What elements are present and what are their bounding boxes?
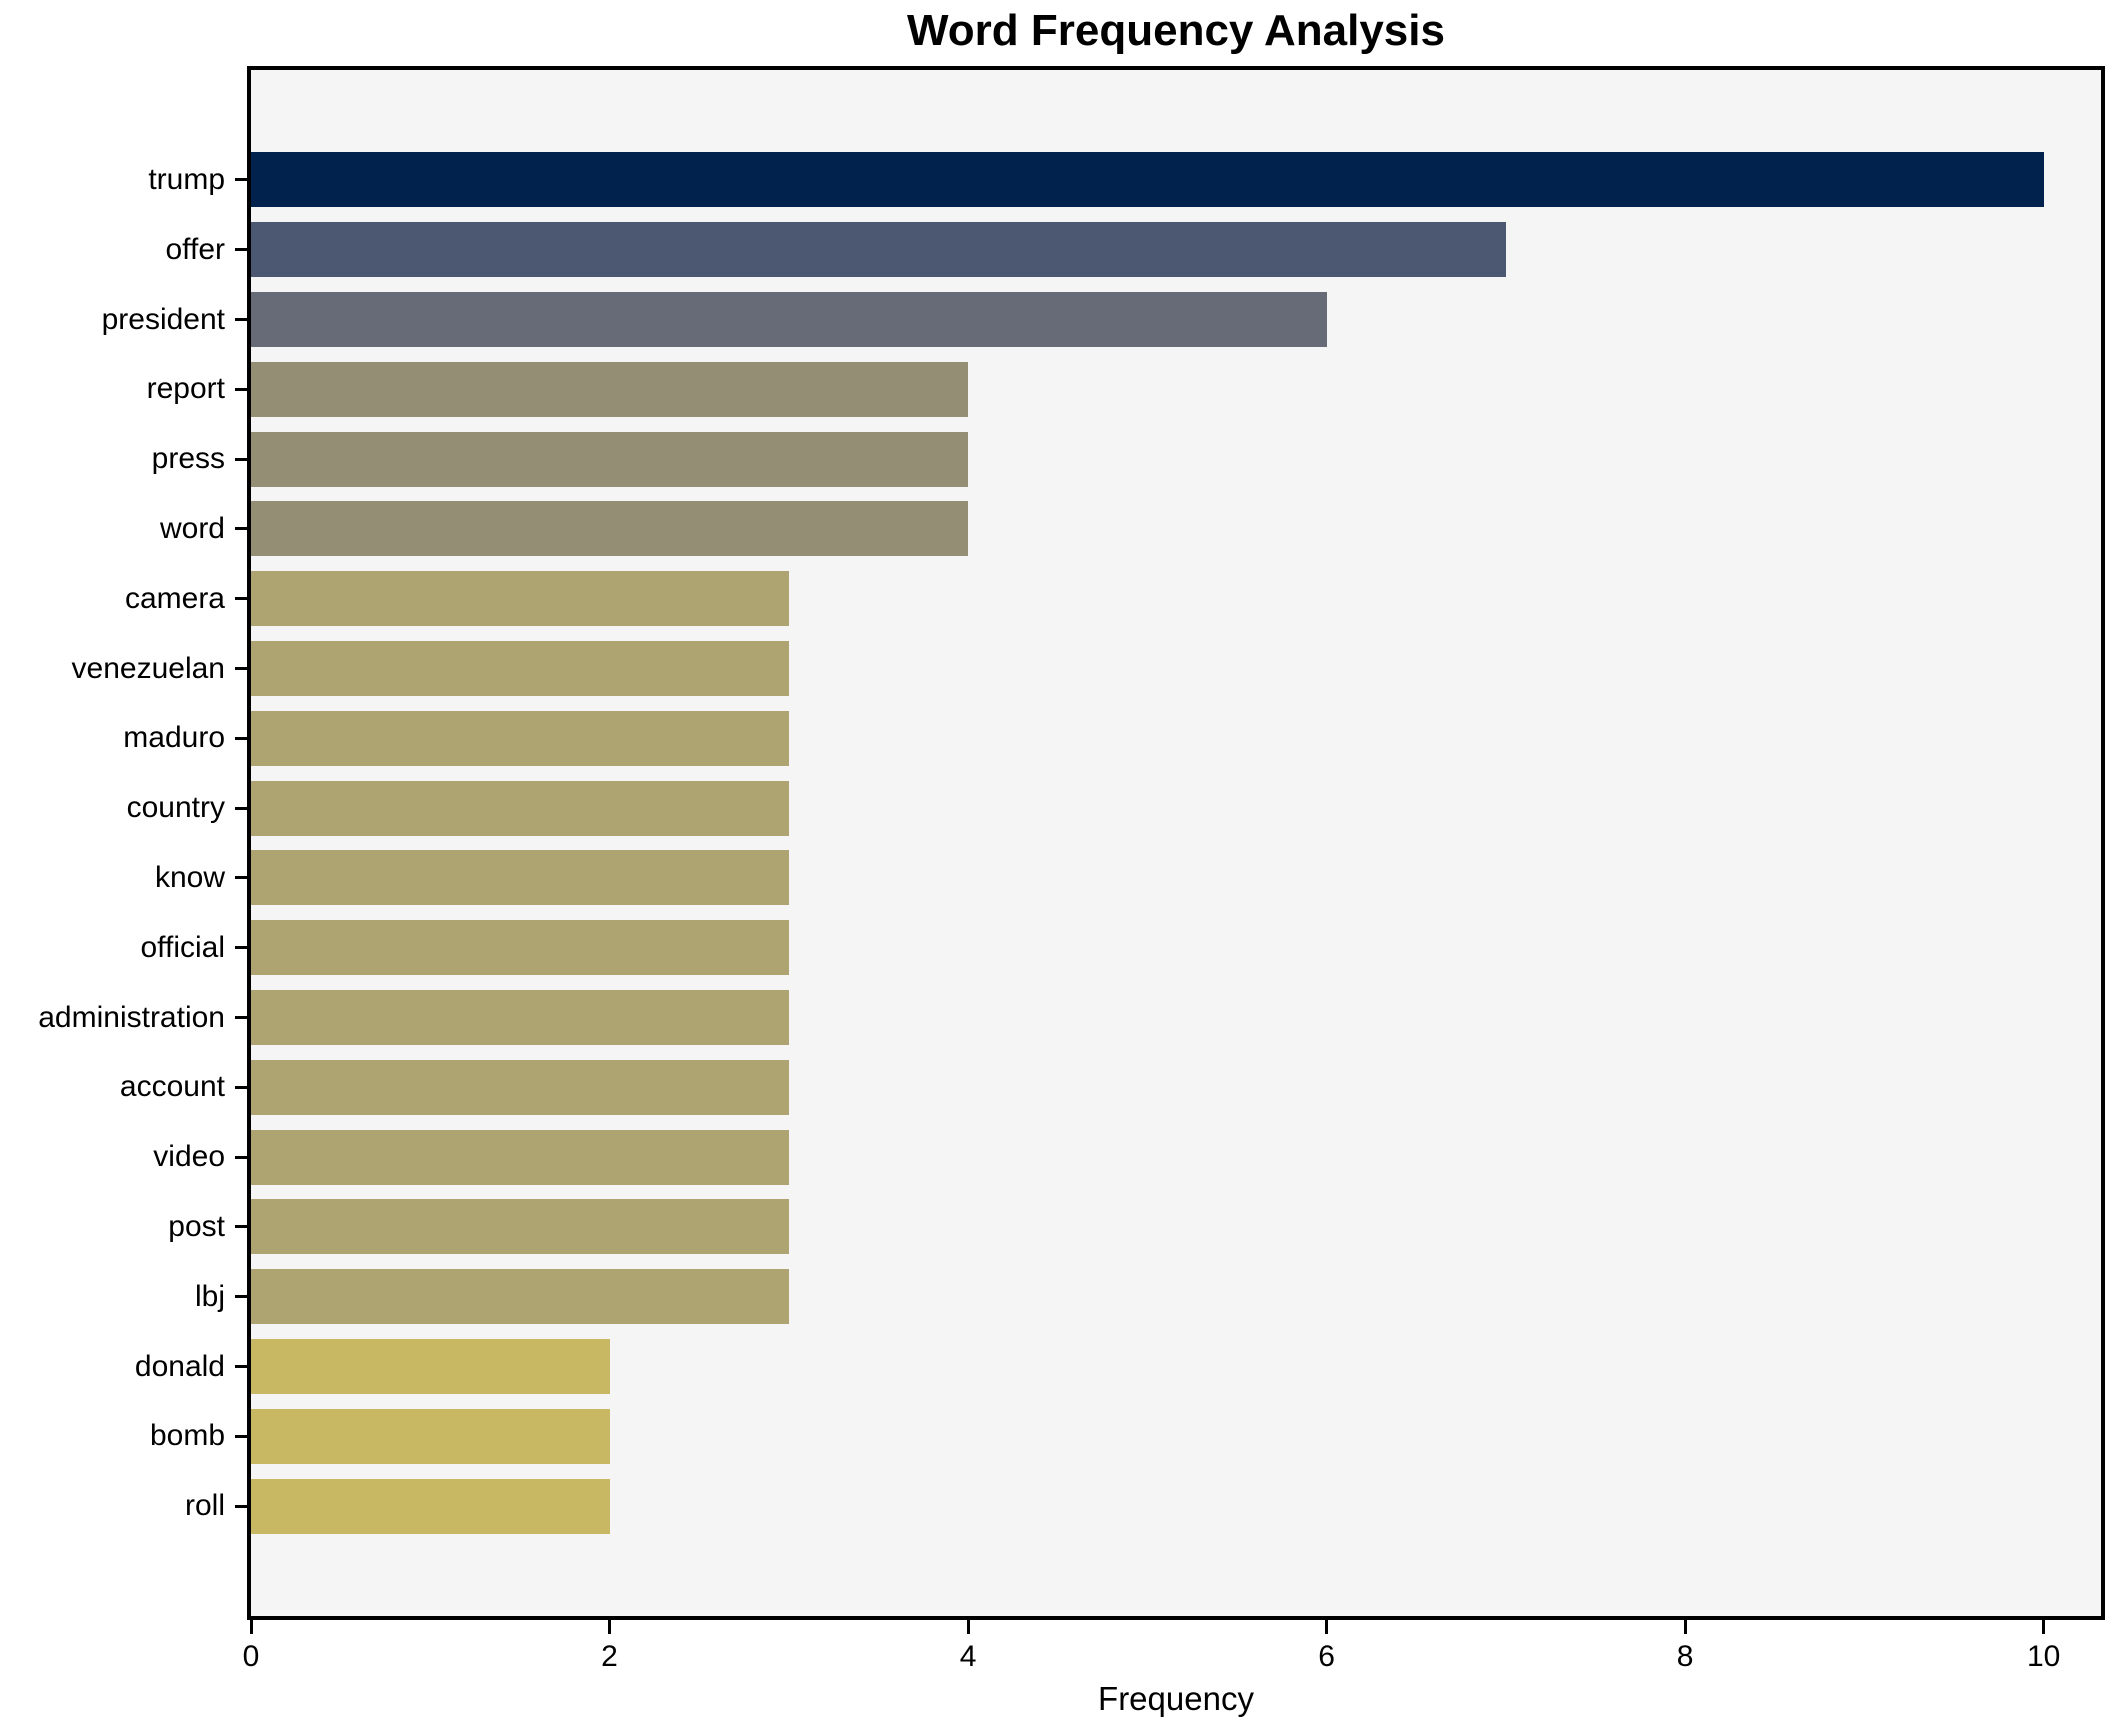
bar-lbj [251, 1269, 789, 1325]
y-tick-administration [235, 1016, 247, 1019]
y-tick-word [235, 527, 247, 531]
bar-report [251, 361, 969, 417]
y-tick-account [235, 1085, 247, 1089]
y-label-official: official [140, 930, 226, 964]
y-label-offer: offer [165, 232, 226, 266]
x-tick-10 [2042, 1620, 2046, 1634]
bar-administration [251, 990, 789, 1045]
bar-trump [251, 152, 2044, 208]
y-tick-maduro [235, 736, 247, 740]
y-tick-bomb [235, 1434, 247, 1438]
y-label-bomb: bomb [149, 1419, 225, 1453]
y-label-donald: donald [134, 1349, 225, 1383]
y-label-camera: camera [124, 581, 225, 615]
y-label-trump: trump [148, 162, 225, 196]
chart-title: Word Frequency Analysis [907, 6, 1445, 55]
y-tick-official [235, 946, 247, 950]
y-tick-press [235, 457, 247, 461]
y-label-report: report [146, 372, 225, 406]
x-tick-label-2: 2 [601, 1640, 618, 1673]
y-tick-know [235, 876, 247, 880]
y-label-video: video [153, 1140, 225, 1174]
x-axis-label: Frequency [1098, 1680, 1254, 1717]
y-label-president: president [101, 302, 225, 336]
y-tick-post [235, 1225, 247, 1229]
bar-offer [251, 222, 1506, 278]
x-tick-2 [608, 1620, 612, 1634]
x-tick-label-10: 10 [2026, 1640, 2061, 1673]
y-tick-lbj [235, 1295, 247, 1299]
bar-word [251, 501, 969, 557]
x-tick-6 [1325, 1620, 1329, 1634]
x-tick-label-4: 4 [959, 1640, 977, 1673]
bar-video [251, 1129, 789, 1185]
x-tick-label-0: 0 [242, 1640, 260, 1673]
bar-roll [251, 1478, 610, 1534]
bar-account [251, 1059, 789, 1115]
y-tick-donald [235, 1365, 247, 1368]
y-label-lbj: lbj [194, 1279, 225, 1313]
bar-bomb [251, 1408, 610, 1464]
y-label-post: post [168, 1209, 225, 1243]
y-label-country: country [126, 791, 225, 825]
y-label-administration: administration [38, 1000, 225, 1034]
bar-know [251, 850, 789, 906]
y-label-account: account [119, 1070, 225, 1104]
y-tick-report [235, 387, 247, 391]
bar-country [251, 780, 789, 836]
bar-president [251, 292, 1327, 347]
y-tick-trump [235, 178, 247, 182]
x-tick-0 [249, 1620, 253, 1634]
y-label-know: know [154, 860, 225, 894]
y-tick-roll [235, 1504, 247, 1508]
bar-maduro [251, 710, 789, 766]
bar-donald [251, 1339, 610, 1394]
y-tick-video [235, 1155, 247, 1159]
y-tick-offer [235, 248, 247, 252]
x-tick-label-8: 8 [1676, 1640, 1694, 1673]
x-tick-4 [966, 1620, 970, 1634]
y-tick-venezuelan [235, 667, 247, 670]
bar-post [251, 1199, 789, 1255]
y-label-roll: roll [184, 1489, 225, 1523]
x-tick-8 [1683, 1620, 1687, 1634]
y-tick-country [235, 806, 247, 810]
y-label-word: word [159, 511, 225, 545]
x-tick-label-6: 6 [1318, 1640, 1335, 1673]
bar-camera [251, 571, 789, 627]
y-label-maduro: maduro [123, 721, 225, 755]
bar-venezuelan [251, 641, 789, 696]
y-label-press: press [151, 442, 225, 476]
y-tick-president [235, 318, 247, 321]
bar-press [251, 431, 969, 487]
y-label-venezuelan: venezuelan [71, 651, 225, 685]
y-tick-camera [235, 597, 247, 601]
bar-official [251, 920, 789, 976]
